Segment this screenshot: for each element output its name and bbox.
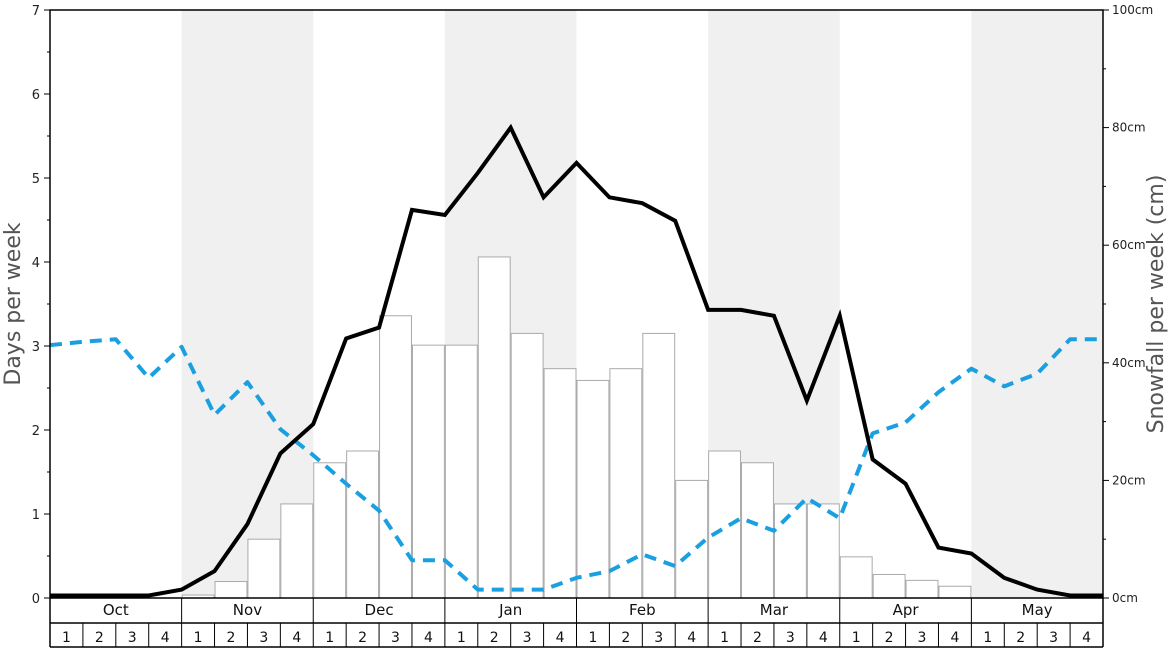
week-label-mar-1: 1 — [720, 630, 729, 646]
week-label-dec-1: 1 — [325, 630, 334, 646]
snowfall-bar-20 — [675, 479, 709, 599]
snowfall-bar-25 — [839, 556, 873, 599]
snowfall-bar-28 — [938, 585, 972, 599]
week-label-apr-3: 3 — [918, 630, 927, 646]
right-tick-label-3: 60cm — [1112, 238, 1146, 252]
week-label-feb-4: 4 — [687, 630, 696, 646]
left-tick-label-0: 0 — [32, 592, 40, 607]
week-label-feb-2: 2 — [621, 630, 630, 646]
week-label-dec-2: 2 — [358, 630, 367, 646]
left-tick-label-7: 7 — [32, 4, 40, 19]
snowfall-bar-7 — [247, 538, 281, 599]
snowfall-bar-15 — [510, 332, 544, 599]
week-label-jan-1: 1 — [457, 630, 466, 646]
week-label-may-1: 1 — [983, 630, 992, 646]
week-label-may-2: 2 — [1016, 630, 1025, 646]
left-tick-label-5: 5 — [32, 172, 40, 187]
solid-series-line — [50, 123, 1103, 598]
snowfall-bar-23 — [773, 503, 807, 599]
week-label-jan-3: 3 — [523, 630, 532, 646]
month-label-nov: Nov — [233, 601, 262, 619]
month-shade-may — [971, 10, 1103, 598]
right-tick-label-2: 40cm — [1112, 356, 1146, 370]
snowfall-bar-18 — [609, 368, 643, 599]
left-axis-title: Days per week — [1, 222, 26, 385]
week-label-apr-4: 4 — [950, 630, 959, 646]
week-label-nov-4: 4 — [292, 630, 301, 646]
week-label-dec-3: 3 — [391, 630, 400, 646]
left-tick-label-4: 4 — [32, 256, 40, 271]
week-label-apr-1: 1 — [852, 630, 861, 646]
week-label-jan-4: 4 — [556, 630, 565, 646]
snowfall-bar-21 — [708, 450, 742, 599]
week-label-dec-4: 4 — [424, 630, 433, 646]
week-label-mar-4: 4 — [819, 630, 828, 646]
week-label-apr-2: 2 — [885, 630, 894, 646]
month-label-feb: Feb — [629, 601, 656, 619]
left-tick-label-1: 1 — [32, 508, 40, 523]
snowfall-bar-16 — [543, 368, 577, 599]
week-label-jan-2: 2 — [490, 630, 499, 646]
snowfall-bar-8 — [280, 503, 314, 599]
right-axis-title: Snowfall per week (cm) — [1144, 175, 1168, 434]
snowfall-bar-13 — [444, 344, 478, 599]
month-shade-nov — [181, 10, 314, 598]
month-label-jan: Jan — [498, 601, 522, 619]
week-label-oct-1: 1 — [62, 630, 71, 646]
month-label-oct: Oct — [103, 601, 129, 619]
week-label-may-4: 4 — [1082, 630, 1091, 646]
snowfall-bar-6 — [214, 581, 248, 599]
week-label-mar-2: 2 — [753, 630, 762, 646]
week-label-nov-1: 1 — [194, 630, 203, 646]
week-label-nov-3: 3 — [259, 630, 268, 646]
week-label-oct-2: 2 — [95, 630, 104, 646]
right-tick-label-0: 0cm — [1112, 591, 1138, 605]
snowfall-bar-26 — [872, 573, 906, 599]
line-series — [49, 123, 1103, 598]
week-label-oct-3: 3 — [128, 630, 137, 646]
week-label-nov-2: 2 — [227, 630, 236, 646]
left-tick-label-6: 6 — [32, 88, 40, 103]
month-label-apr: Apr — [893, 601, 920, 619]
dashed-series-line — [49, 337, 1103, 592]
right-tick-label-1: 20cm — [1112, 473, 1146, 487]
snowfall-bar-9 — [313, 462, 347, 599]
right-tick-label-4: 80cm — [1112, 121, 1146, 135]
month-label-may: May — [1022, 601, 1053, 619]
snowfall-bar-27 — [905, 579, 939, 599]
snowfall-bar-11 — [379, 315, 412, 599]
snowfall-bar-24 — [806, 503, 840, 599]
week-label-feb-3: 3 — [654, 630, 663, 646]
snowfall-bar-14 — [477, 256, 511, 599]
right-tick-label-5: 100cm — [1112, 3, 1153, 17]
month-label-dec: Dec — [365, 601, 394, 619]
snowfall-bar-17 — [576, 379, 610, 599]
left-tick-label-3: 3 — [32, 340, 40, 355]
snowfall-bar-12 — [411, 344, 445, 599]
week-label-feb-1: 1 — [588, 630, 597, 646]
left-tick-label-2: 2 — [32, 424, 40, 439]
axes: 0 1 2 3 4 5 6 7 0cm 20cm 40cm 60cm 80cm 100cm Oct 1 2 3 4 N… — [32, 3, 1153, 648]
week-label-oct-4: 4 — [161, 630, 170, 646]
snowfall-bar-10 — [346, 450, 380, 599]
snowfall-bar-19 — [642, 332, 676, 599]
month-label-mar: Mar — [760, 601, 789, 619]
week-label-may-3: 3 — [1049, 630, 1058, 646]
week-label-mar-3: 3 — [786, 630, 795, 646]
